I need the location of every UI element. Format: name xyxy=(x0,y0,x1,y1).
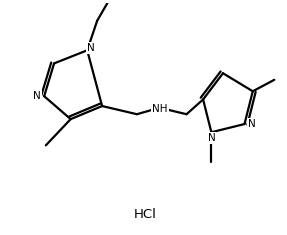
Text: N: N xyxy=(87,43,95,53)
Text: N: N xyxy=(208,133,215,143)
Text: N: N xyxy=(248,119,256,129)
Text: N: N xyxy=(33,91,41,101)
Text: NH: NH xyxy=(152,104,168,114)
Text: HCl: HCl xyxy=(134,208,157,221)
